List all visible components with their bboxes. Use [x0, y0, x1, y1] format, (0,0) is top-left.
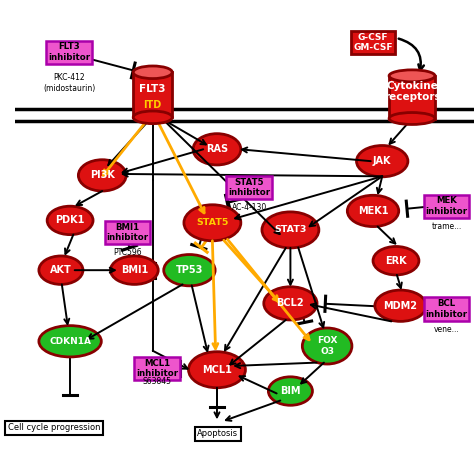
Ellipse shape [389, 70, 435, 82]
Text: FLT3
inhibitor: FLT3 inhibitor [48, 43, 90, 62]
Text: JAK: JAK [373, 156, 392, 166]
Ellipse shape [389, 112, 435, 125]
Text: PI3K: PI3K [90, 170, 115, 181]
Ellipse shape [356, 146, 408, 177]
Text: AKT: AKT [50, 265, 72, 275]
Text: G-CSF
GM-CSF: G-CSF GM-CSF [353, 33, 393, 52]
Text: MDM2: MDM2 [383, 301, 418, 311]
Ellipse shape [133, 111, 172, 124]
Ellipse shape [184, 205, 241, 241]
Ellipse shape [47, 206, 93, 235]
Text: PDK1: PDK1 [55, 215, 85, 226]
Ellipse shape [193, 134, 241, 165]
Text: MEK
inhibitor: MEK inhibitor [425, 197, 467, 216]
Text: STAT3: STAT3 [274, 226, 307, 234]
Text: BIM: BIM [280, 386, 301, 396]
Ellipse shape [133, 66, 172, 79]
Ellipse shape [78, 160, 126, 191]
Ellipse shape [39, 256, 83, 284]
Text: vene...: vene... [434, 325, 459, 334]
Text: PTC596: PTC596 [113, 248, 142, 257]
Ellipse shape [164, 255, 215, 286]
Text: PKC-412
(midostaurin): PKC-412 (midostaurin) [43, 73, 95, 93]
Ellipse shape [375, 290, 426, 321]
Ellipse shape [262, 212, 319, 248]
Ellipse shape [39, 326, 101, 357]
Text: BCL
inhibitor: BCL inhibitor [425, 300, 467, 319]
Ellipse shape [302, 328, 352, 364]
Ellipse shape [373, 246, 419, 275]
Text: STAT5: STAT5 [196, 219, 228, 227]
Ellipse shape [347, 195, 399, 227]
Text: S63845: S63845 [143, 377, 172, 386]
Ellipse shape [264, 287, 317, 320]
Text: MCL1: MCL1 [202, 365, 232, 375]
Bar [389, 76, 435, 118]
Bar [133, 73, 172, 118]
Text: Cytokine
receptors: Cytokine receptors [384, 81, 440, 102]
Text: Apoptosis: Apoptosis [197, 429, 238, 438]
Text: TP53: TP53 [176, 265, 203, 275]
Text: RAS: RAS [206, 144, 228, 155]
Ellipse shape [189, 352, 246, 388]
Text: FLT3: FLT3 [139, 84, 166, 94]
Text: AC-4-130: AC-4-130 [231, 203, 267, 212]
Text: ITD: ITD [144, 100, 162, 110]
Text: CDKN1A: CDKN1A [49, 337, 91, 346]
Text: trame...: trame... [431, 222, 462, 231]
Text: BMI1
inhibitor: BMI1 inhibitor [106, 223, 148, 242]
Text: Cell cycle progression: Cell cycle progression [8, 423, 100, 432]
Text: BCL2: BCL2 [277, 298, 304, 309]
Ellipse shape [268, 377, 312, 405]
Text: STAT5
inhibitor: STAT5 inhibitor [228, 178, 270, 197]
Text: MEK1: MEK1 [358, 206, 388, 216]
Text: FOX
O3: FOX O3 [317, 337, 337, 356]
Text: MCL1
inhibitor: MCL1 inhibitor [136, 359, 178, 378]
Ellipse shape [110, 256, 158, 284]
Text: ERK: ERK [385, 255, 407, 266]
Text: BMI1: BMI1 [121, 265, 148, 275]
